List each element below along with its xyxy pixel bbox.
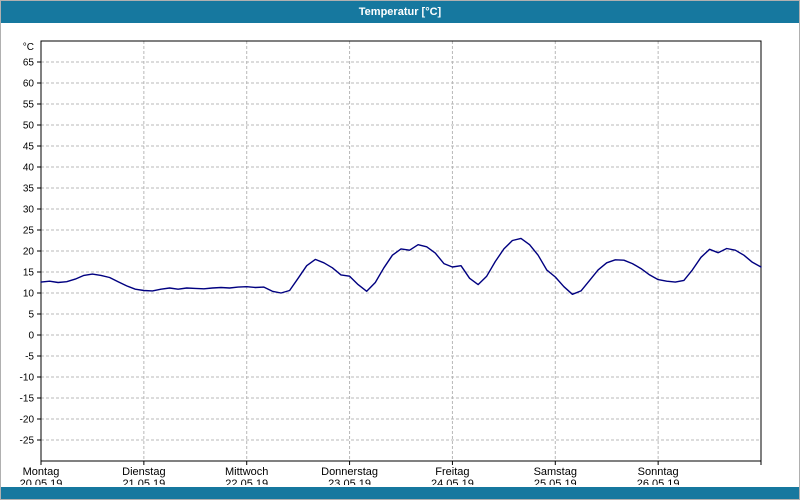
- chart-area: 65 60 55 50 45 40 35 30 25 20 15 10 5 0 -5 -10 -15 -20 -25…: [1, 23, 799, 487]
- footer-bar: [1, 487, 799, 499]
- svg-text:65: 65: [23, 58, 35, 69]
- svg-text:25: 25: [23, 226, 35, 237]
- svg-text:55: 55: [23, 100, 35, 111]
- day-name-label: Donnerstag: [321, 466, 378, 478]
- svg-text:30: 30: [23, 205, 35, 216]
- axis-ticks: [37, 61, 762, 465]
- svg-text:60: 60: [23, 79, 35, 90]
- day-date-label: 25.05.19: [534, 478, 577, 485]
- svg-text:5: 5: [28, 310, 34, 321]
- day-date-label: 24.05.19: [431, 478, 474, 485]
- svg-text:-5: -5: [25, 352, 34, 363]
- svg-text:40: 40: [23, 163, 35, 174]
- svg-text:20: 20: [23, 247, 35, 258]
- svg-text:-25: -25: [20, 436, 35, 447]
- day-name-label: Sonntag: [638, 466, 679, 478]
- svg-text:50: 50: [23, 121, 35, 132]
- svg-text:10: 10: [23, 289, 35, 300]
- chart-title: Temperatur [°C]: [1, 1, 799, 23]
- day-date-label: 26.05.19: [637, 478, 680, 485]
- svg-text:0: 0: [28, 331, 34, 342]
- y-axis-unit: °C: [23, 42, 34, 53]
- day-date-label: 21.05.19: [122, 478, 165, 485]
- svg-text:35: 35: [23, 184, 35, 195]
- day-name-label: Samstag: [534, 466, 577, 478]
- svg-text:-10: -10: [20, 373, 35, 384]
- day-name-label: Mittwoch: [225, 466, 268, 478]
- temperature-line: [40, 237, 762, 295]
- temperature-chart: 65605550454035302520151050-5-10-15-20-25…: [20, 40, 762, 485]
- day-name-label: Freitag: [435, 466, 469, 478]
- svg-text:15: 15: [23, 268, 35, 279]
- gridlines: [41, 41, 761, 461]
- svg-text:-20: -20: [20, 415, 35, 426]
- day-name-label: Dienstag: [122, 466, 165, 478]
- day-date-label: 20.05.19: [20, 478, 63, 485]
- plot-border: [40, 40, 762, 462]
- day-name-label: Montag: [23, 466, 60, 478]
- svg-text:45: 45: [23, 142, 35, 153]
- day-date-label: 22.05.19: [225, 478, 268, 485]
- svg-text:-15: -15: [20, 394, 35, 405]
- day-date-label: 23.05.19: [328, 478, 371, 485]
